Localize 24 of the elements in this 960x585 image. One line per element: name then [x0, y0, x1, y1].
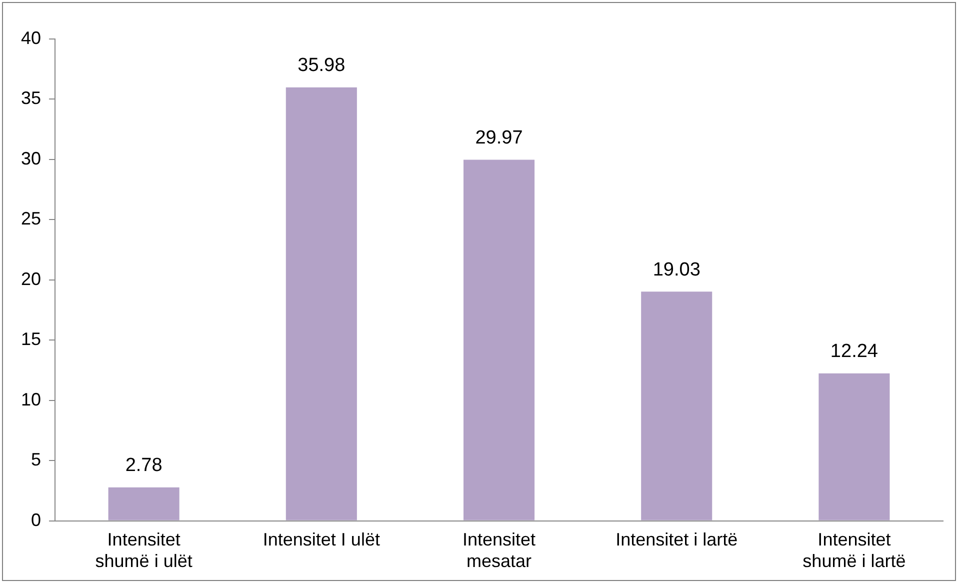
data-label: 35.98 — [298, 55, 346, 76]
x-tick-label: Intensitet I ulët — [262, 530, 380, 550]
y-tick-label: 0 — [31, 510, 42, 530]
y-tick-label: 25 — [20, 208, 42, 229]
y-tick-label: 5 — [31, 450, 42, 470]
data-label: 2.78 — [125, 455, 162, 476]
data-label: 19.03 — [652, 259, 700, 280]
y-tick-label: 10 — [20, 389, 42, 410]
y-tick-label: 40 — [20, 28, 42, 48]
y-tick-label: 35 — [20, 88, 42, 108]
y-tick-label: 20 — [20, 268, 42, 289]
x-tick-label: Intensitet mesatar — [462, 530, 536, 572]
bar — [286, 87, 357, 520]
y-tick-label: 15 — [20, 329, 42, 350]
bar — [463, 160, 535, 520]
bar — [108, 487, 180, 520]
x-tick-label: Intensitet i lartë — [616, 530, 738, 550]
y-tick-label: 30 — [20, 148, 42, 168]
x-tick-label: Intensitet shumë i lartë — [802, 530, 906, 572]
bar — [818, 373, 890, 520]
data-label: 29.97 — [475, 128, 523, 149]
data-label: 12.24 — [830, 341, 878, 362]
x-tick-label: Intensitet shumë i ulët — [95, 530, 192, 572]
bar — [641, 292, 712, 520]
